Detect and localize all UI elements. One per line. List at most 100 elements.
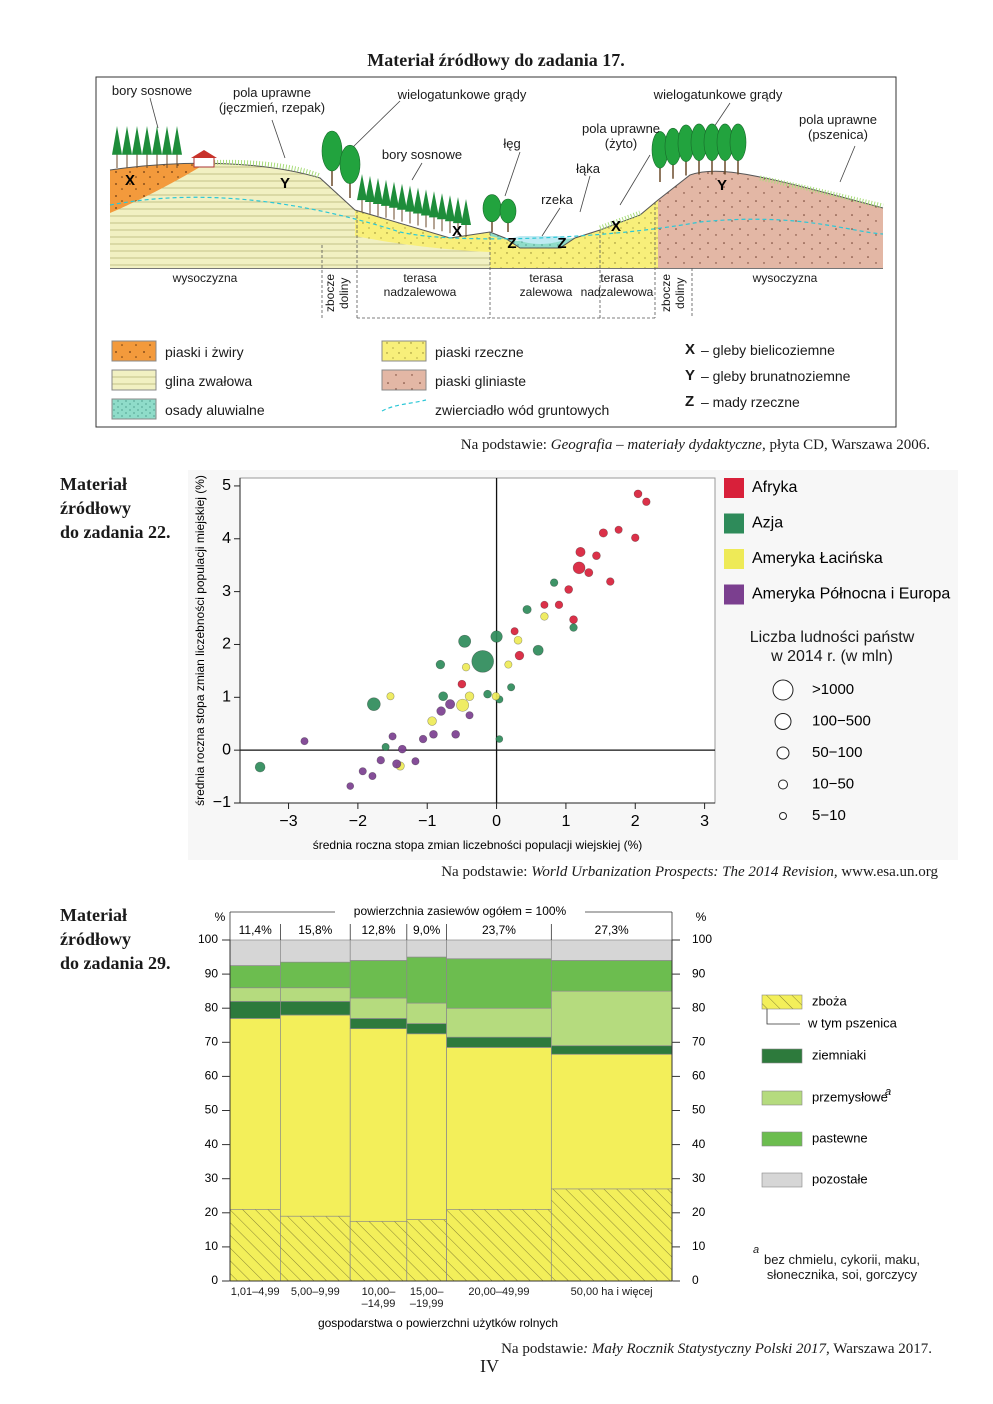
y-tick-label: 5 (222, 477, 231, 494)
size-legend-label: 10−50 (812, 775, 854, 792)
y2-tick-label: 0 (692, 1273, 699, 1287)
x-tick-label: 5,00–9,99 (290, 1286, 340, 1298)
bubble (464, 691, 475, 701)
size-legend-label: 100−500 (812, 712, 871, 729)
tree-crown (461, 198, 471, 226)
legend-label: ziemniaki (812, 1047, 866, 1062)
source: Na podstawie: Geografia – materiały dyda… (461, 437, 930, 454)
legend-label: osady aluwialne (165, 402, 265, 418)
y2-tick-label: 80 (692, 1000, 706, 1014)
bar-segment (550, 1045, 673, 1055)
bubble (254, 761, 266, 773)
soil-letter: Y (717, 177, 727, 194)
bubble (592, 551, 601, 560)
x-tick-label: 50,00 ha i więcej (570, 1286, 653, 1298)
grass (759, 175, 884, 209)
grass (599, 210, 641, 231)
trees (112, 123, 747, 237)
bubble (368, 772, 377, 781)
bar-segment (446, 1007, 552, 1038)
legend-label: zboża (812, 993, 847, 1008)
bubble (381, 742, 390, 751)
diagram-legend-swatches (111, 340, 427, 420)
bubble (436, 706, 446, 716)
tree-crown (132, 126, 142, 155)
bubble (598, 528, 608, 538)
title-bg (335, 904, 585, 920)
legend-swatch (724, 478, 744, 498)
bubble (633, 489, 643, 499)
width-label: 15,8% (298, 923, 332, 937)
tree-crown (429, 191, 439, 218)
legend-swatch (724, 513, 744, 534)
x-axis-title: gospodarstwa o powierzchni użytków rolny… (318, 1316, 558, 1330)
soil-letter: Z (507, 235, 516, 252)
bubble (392, 759, 402, 769)
size-legend-circle (778, 779, 788, 790)
source-prefix: Na podstawie (501, 1341, 584, 1357)
x-tick-label: −1 (418, 813, 436, 830)
bar-segment (280, 961, 351, 989)
bar-segment (406, 956, 447, 1004)
y-tick-label: 1 (222, 689, 231, 706)
y-tick-label: 100 (198, 932, 218, 946)
x-tick-label: 3 (700, 813, 709, 830)
source-suffix: , płyta CD, Warszawa 2006. (761, 437, 930, 453)
legend-swatch (761, 1131, 803, 1147)
y-tick-label: 50 (205, 1103, 219, 1117)
bar-subset (550, 1188, 673, 1282)
tree-crown (122, 126, 132, 155)
tree-crown (421, 189, 431, 216)
bar-segment (406, 1002, 447, 1024)
footnote: bez chmielu, cykorii, maku, słonecznika,… (763, 1252, 921, 1282)
zone-label: terasa nadzalewowa (580, 271, 654, 299)
bubble (471, 650, 494, 673)
y-unit: % (215, 910, 226, 924)
bubble (388, 732, 397, 741)
legend-swatch (761, 994, 803, 1010)
legend-label: pastewne (812, 1130, 868, 1145)
layer-glina-under (355, 236, 490, 268)
bubble (461, 663, 471, 672)
layer-glina (110, 163, 355, 268)
legend-label: w tym pszenica (807, 1015, 898, 1030)
legend-label: piaski rzeczne (435, 344, 524, 360)
diagram-label: łąka (576, 161, 600, 176)
soil-letter: X (452, 223, 462, 240)
size-legend-label: 50−100 (812, 744, 862, 761)
page-number: IV (480, 1356, 499, 1376)
y2-tick-label: 20 (692, 1205, 706, 1219)
bar-subset (280, 1215, 351, 1282)
y-tick-label: −1 (213, 794, 231, 811)
legend-swatch (761, 1090, 803, 1106)
bubble (631, 533, 640, 542)
soil-letter: Y (280, 175, 290, 192)
legend-label: zwierciadło wód gruntowych (435, 402, 610, 418)
base-line (110, 268, 883, 269)
soil-legend-label: – gleby brunatnoziemne (701, 368, 851, 384)
soil-legend-label: – mady rzeczne (701, 394, 800, 410)
bubble (367, 697, 381, 711)
bar-segment (550, 939, 673, 961)
bar-segment (406, 939, 447, 958)
width-label: 27,3% (595, 923, 629, 937)
y-tick-label: 2 (222, 636, 231, 653)
bubble (495, 735, 504, 743)
tree-crown (413, 187, 423, 214)
tree-crown (482, 194, 502, 223)
bubble (483, 689, 492, 699)
zone-label: zbocze doliny (323, 273, 351, 313)
y-tick-label: 10 (205, 1239, 219, 1253)
legend-label: Ameryka Łacińska (752, 550, 883, 567)
bar-segment (280, 1001, 351, 1016)
zone-label: wysoczyzna (752, 271, 818, 285)
width-label: 12,8% (361, 923, 395, 937)
cross-section (109, 97, 884, 319)
tree-crown (152, 126, 162, 155)
house (193, 156, 215, 168)
y2-tick-label: 30 (692, 1171, 706, 1185)
bubble (456, 698, 470, 712)
bubble (514, 650, 525, 661)
